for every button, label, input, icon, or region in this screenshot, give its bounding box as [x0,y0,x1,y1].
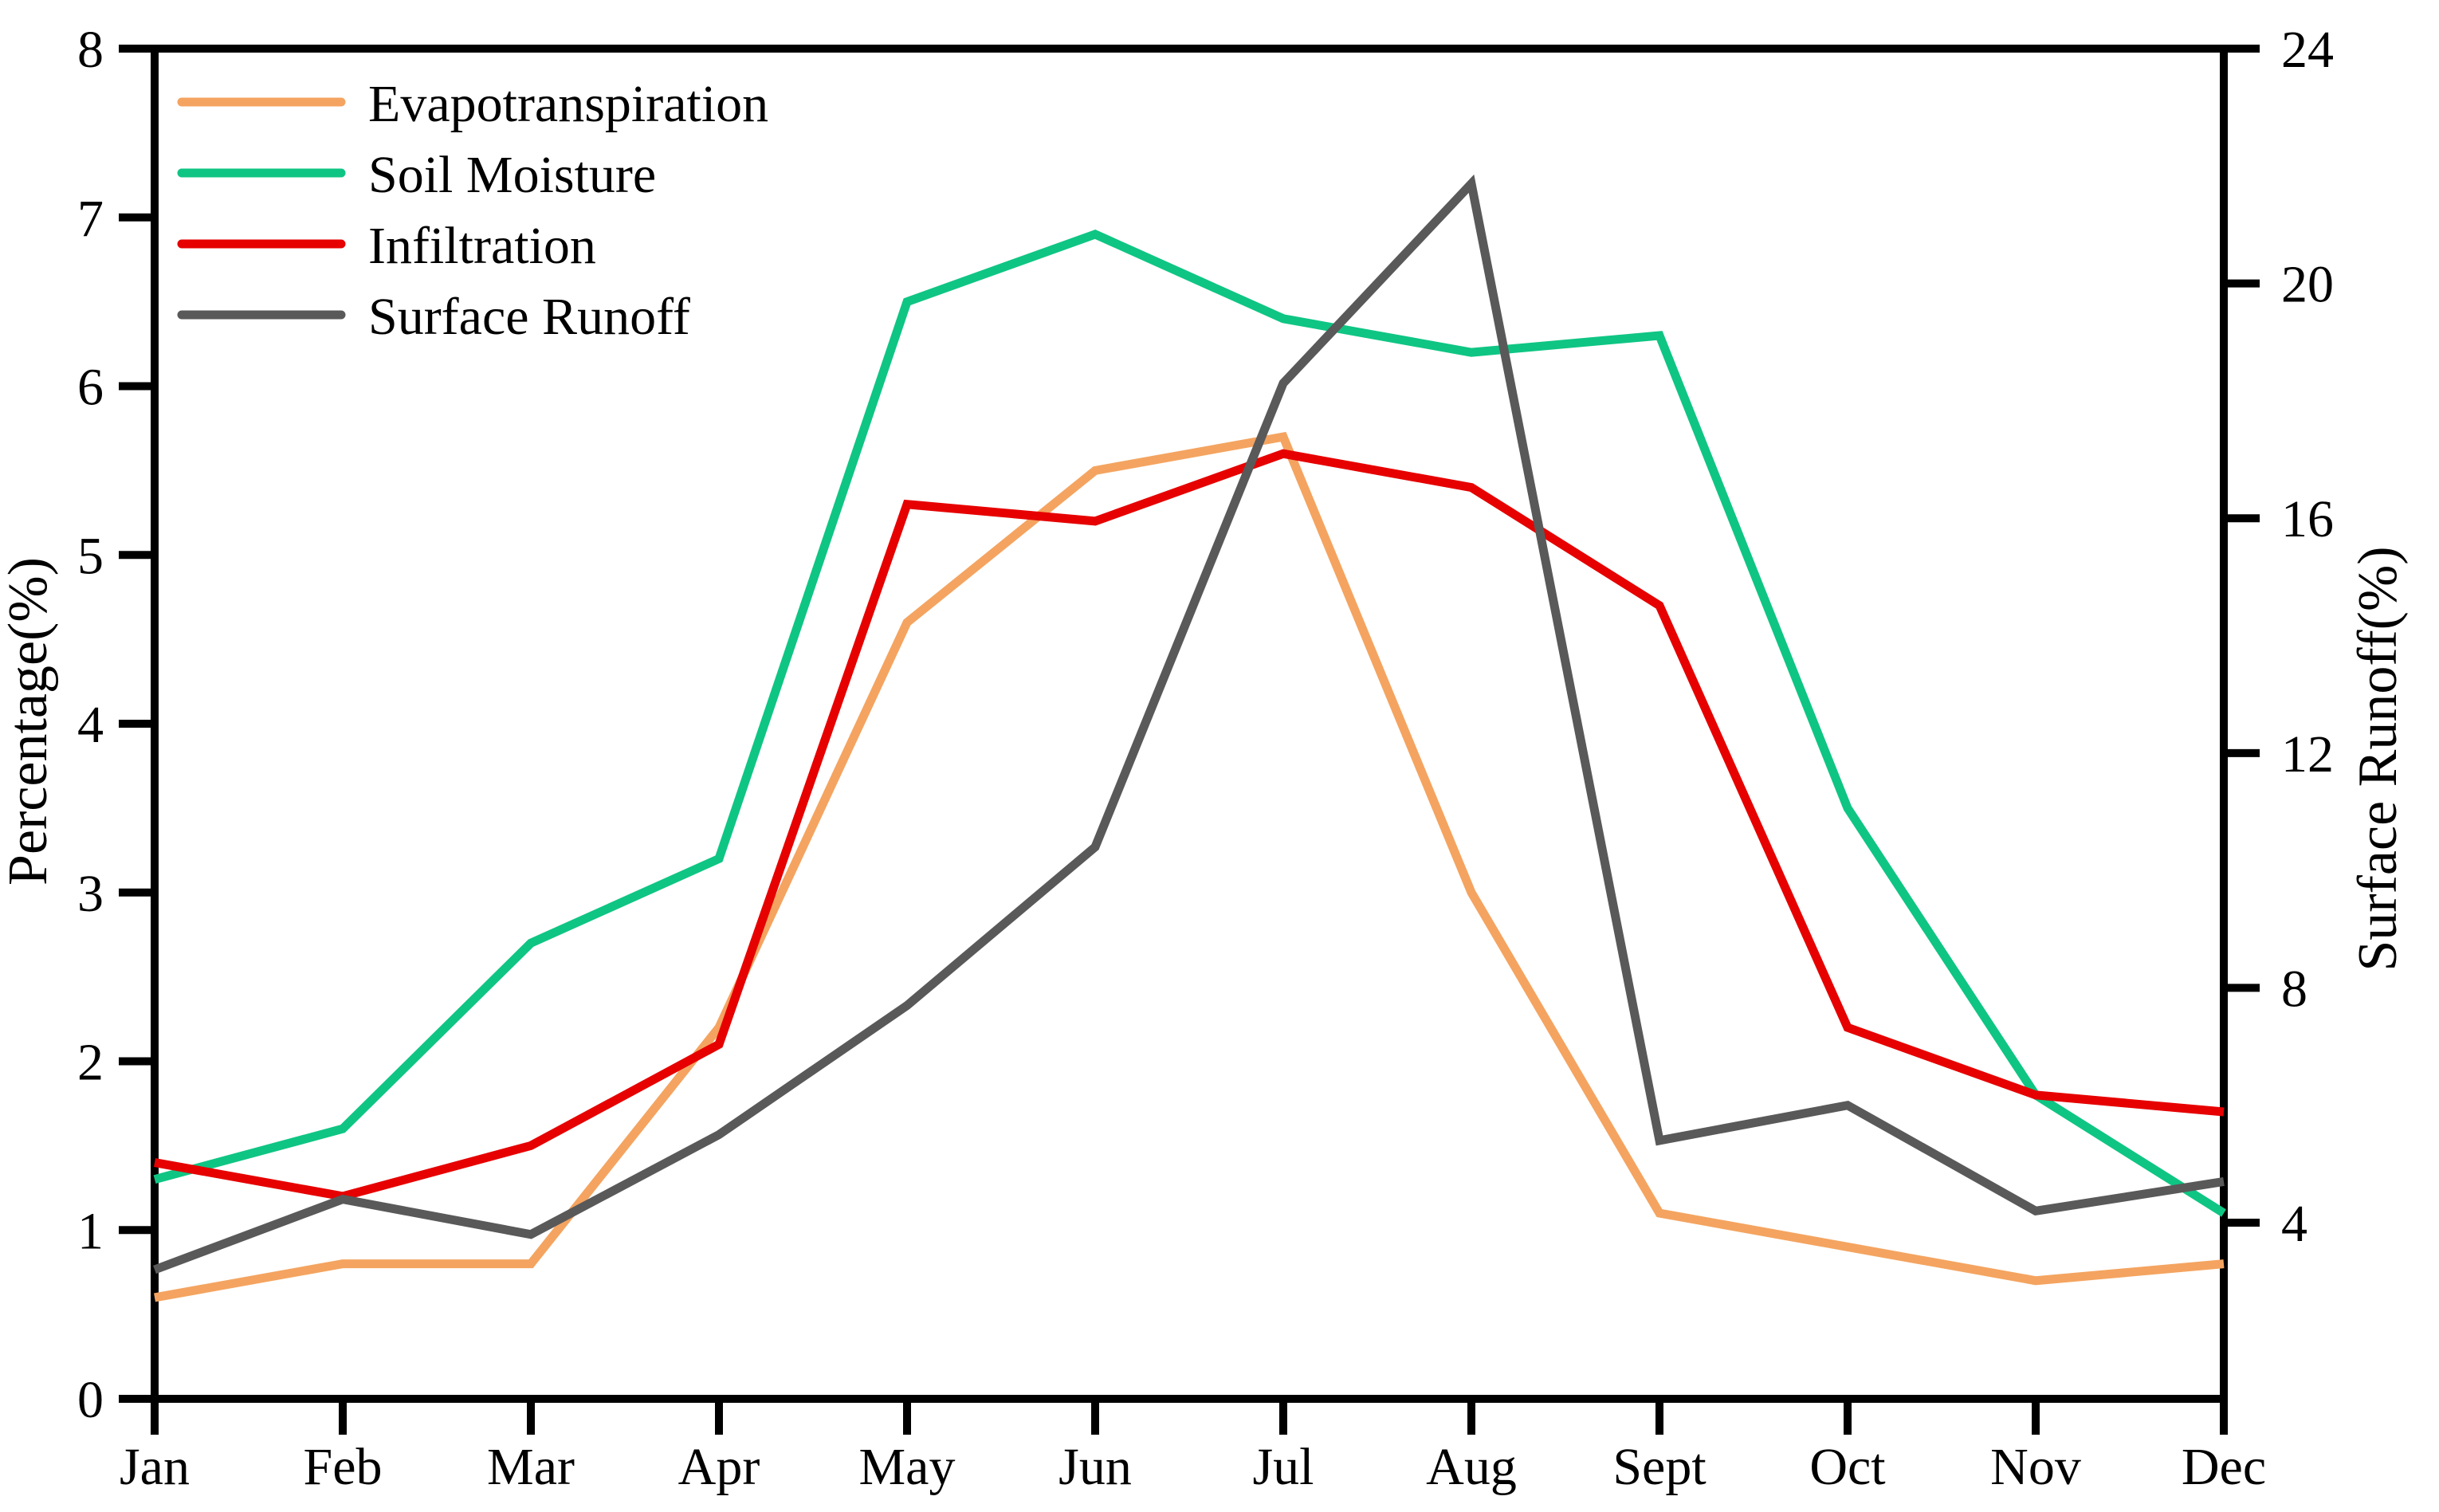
x-axis-tick-label: Jul [1252,1438,1314,1496]
legend-label-infiltration: Infiltration [368,217,596,275]
x-axis-tick-label: Jan [120,1438,190,1496]
x-axis-tick-label: Feb [304,1438,383,1496]
x-axis-tick-label: Apr [678,1438,760,1496]
right-axis-tick-label: 4 [2281,1195,2307,1253]
legend-label-surface-runoff: Surface Runoff [368,288,690,346]
x-axis-tick-label: Aug [1426,1438,1517,1496]
right-axis-tick-label: 12 [2281,725,2334,783]
left-axis-tick-label: 4 [77,696,104,754]
right-axis-title: Surface Runoff(%) [2347,546,2409,971]
right-axis-tick-label: 20 [2281,256,2334,314]
x-axis-tick-label: Dec [2182,1438,2266,1496]
x-axis-tick-label: Jun [1058,1438,1132,1496]
left-axis-tick-label: 5 [77,527,104,585]
legend: Evapotranspiration Soil Moisture Infiltrat… [177,75,768,346]
legend-label-evapotranspiration: Evapotranspiration [368,75,768,133]
left-axis-tick-label: 2 [77,1034,104,1092]
left-axis-tick-label: 6 [77,359,104,417]
series-line-surface-runoff [153,174,2225,1274]
series-line-soil-moisture [153,229,2226,1217]
x-axis-tick-label: Nov [1990,1438,2081,1496]
plot-border [151,45,2228,1403]
left-axis-tick-label: 8 [77,21,104,79]
right-axis-tick-label: 16 [2281,490,2334,548]
x-axis-tick-label: Oct [1809,1438,1885,1496]
x-axis-tick-label: May [859,1438,956,1496]
series-line-evapotranspiration [154,431,2225,1302]
legend-label-soil-moisture: Soil Moisture [368,146,656,204]
plot-spines [151,45,2228,1403]
right-axis-tick-label: 8 [2281,960,2307,1018]
series-lines [153,174,2226,1302]
left-axis-tick-label: 0 [77,1371,104,1429]
x-axis-tick-label: Mar [487,1438,575,1496]
left-axis-tick-label: 3 [77,865,104,923]
right-axis-tick-label: 24 [2281,21,2334,79]
left-axis-tick-label: 1 [77,1202,104,1260]
left-axis-tick-label: 7 [77,190,104,248]
left-axis-title: Percentage(%) [0,557,59,886]
series-line-infiltration [154,449,2225,1201]
x-axis-tick-label: Sept [1612,1438,1706,1496]
